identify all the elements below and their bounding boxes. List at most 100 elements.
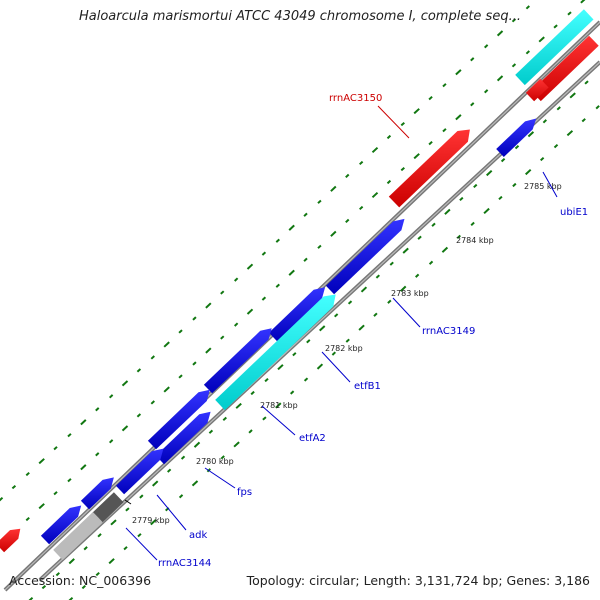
gc-mark — [275, 402, 282, 409]
gc-mark — [150, 400, 155, 405]
gc-mark — [595, 105, 600, 110]
gc-mark — [317, 244, 322, 249]
gc-mark — [386, 179, 392, 185]
gc-mark — [542, 119, 547, 124]
gc-mark — [150, 519, 157, 526]
gene-label-ubie1: ubiE1 — [560, 207, 588, 218]
gc-mark — [250, 390, 255, 396]
feature-etfa-cyan — [215, 294, 336, 411]
gc-mark — [220, 335, 225, 340]
gc-mark — [80, 419, 87, 426]
tick-label: 2779 kbp — [132, 516, 170, 525]
tick-label: 2782 kbp — [325, 344, 363, 353]
gc-mark — [41, 584, 47, 590]
gc-mark — [53, 491, 58, 496]
gc-mark — [192, 361, 197, 366]
gc-mark — [512, 182, 517, 188]
gc-mark — [137, 533, 142, 538]
gc-mark — [484, 44, 489, 49]
gc-mark — [0, 496, 4, 502]
feature-rrna-small — [525, 78, 549, 102]
gc-mark — [121, 425, 129, 432]
gc-mark — [125, 507, 130, 512]
gc-mark — [222, 416, 227, 421]
gc-mark — [25, 471, 30, 477]
gc-mark — [455, 114, 462, 121]
gc-mark — [303, 257, 308, 262]
gc-mark — [428, 140, 433, 146]
gc-mark — [525, 168, 532, 176]
feature-rrnac3150 — [388, 129, 470, 208]
gc-mark — [484, 89, 489, 94]
gc-mark — [345, 338, 350, 343]
gc-mark — [496, 30, 504, 37]
gc-mark — [316, 363, 324, 370]
gc-mark — [527, 131, 535, 138]
feature-cyan-top — [515, 9, 594, 86]
gc-mark — [192, 316, 197, 321]
feature-rrna-top — [531, 35, 599, 102]
topology-text: Topology: circular; Length: 3,131,724 bp… — [246, 573, 590, 588]
gc-mark — [292, 352, 297, 357]
gc-mark — [97, 533, 102, 538]
gc-mark — [511, 18, 517, 23]
gc-mark — [109, 394, 114, 399]
feature-cds-e — [40, 505, 82, 545]
gene-label-rrnac3150: rrnAC3150 — [329, 93, 382, 104]
gc-mark — [55, 572, 60, 577]
gene-label-fps: fps — [237, 487, 252, 498]
gc-mark — [167, 468, 172, 473]
gc-mark — [413, 153, 420, 160]
gc-mark — [136, 368, 142, 373]
gc-mark — [347, 300, 353, 305]
gc-mark — [444, 208, 451, 215]
gc-mark — [95, 407, 100, 412]
tick-leaders — [124, 499, 132, 505]
gc-mark — [371, 191, 379, 199]
gc-mark — [330, 185, 337, 192]
gc-mark — [303, 212, 308, 217]
gc-mark — [288, 269, 295, 276]
gc-mark — [220, 290, 225, 295]
gc-mark — [387, 299, 392, 304]
gc-mark — [261, 251, 267, 256]
gc-mark — [496, 75, 504, 82]
gc-mark — [359, 205, 364, 211]
gc-mark — [208, 429, 214, 434]
gc-mark — [275, 238, 280, 243]
gc-mark — [331, 351, 336, 356]
gc-mark — [121, 380, 129, 387]
gc-mark — [498, 195, 503, 201]
gc-mark — [248, 429, 253, 434]
gc-mark — [205, 347, 212, 354]
gc-mark — [556, 106, 561, 111]
tick-label: 2784 kbp — [456, 236, 494, 245]
feature-rrna-left — [0, 528, 21, 553]
gc-mark — [455, 69, 462, 76]
gc-mark — [442, 83, 447, 88]
feature-gray-dark — [92, 492, 124, 524]
gc-mark — [303, 377, 309, 382]
gc-mark — [152, 480, 159, 487]
gc-mark — [123, 546, 128, 551]
tick-label: 2781 kbp — [260, 401, 298, 410]
gc-mark — [178, 494, 184, 499]
gc-mark — [163, 341, 170, 348]
gc-mark — [277, 364, 284, 371]
gc-mark — [11, 484, 17, 490]
gene-label-rrnac3144: rrnAC3144 — [158, 558, 211, 569]
feature-cds-a — [268, 287, 326, 342]
gc-mark — [415, 273, 420, 278]
gc-mark — [486, 169, 493, 177]
gc-mark — [566, 130, 574, 137]
gc-mark — [319, 325, 326, 332]
gc-mark — [514, 145, 520, 150]
gc-mark — [459, 196, 464, 202]
gc-mark — [569, 92, 576, 99]
gc-mark — [136, 413, 142, 418]
gc-mark — [360, 286, 368, 293]
feature-gray-light — [53, 512, 103, 561]
gc-mark — [288, 224, 295, 231]
gc-mark — [178, 329, 183, 334]
gc-mark — [400, 285, 407, 292]
